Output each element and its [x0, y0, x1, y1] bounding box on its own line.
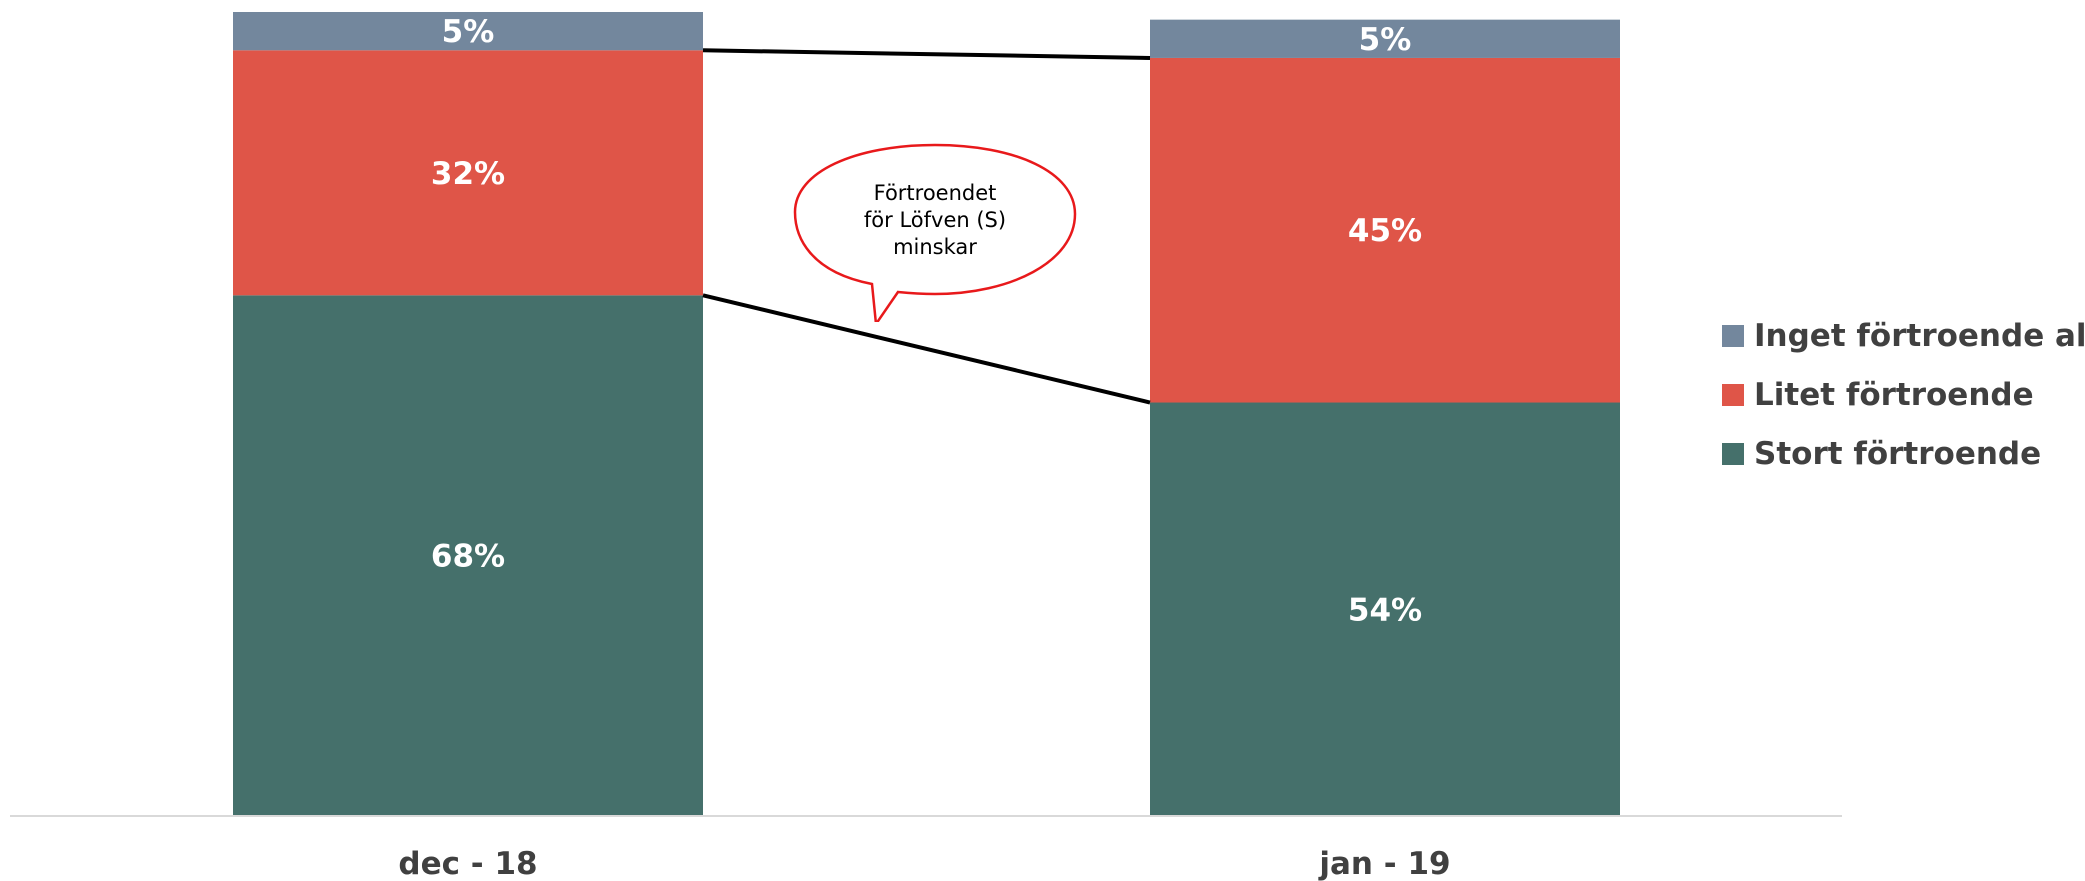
connector-line	[702, 48, 1151, 60]
bar-segment	[233, 50, 703, 296]
legend-label: Stort förtroende	[1754, 435, 2042, 472]
bar-segment	[233, 295, 703, 816]
data-label: 54%	[1348, 592, 1422, 628]
bar-segment	[1150, 57, 1620, 403]
category-label: dec - 18	[398, 846, 537, 881]
legend-label: Litet förtroende	[1754, 376, 2034, 413]
speech-bubble-shape	[793, 143, 1077, 322]
legend-swatch	[1722, 442, 1744, 465]
connector-lines	[702, 48, 1151, 405]
speech-bubble	[793, 143, 1077, 322]
data-label: 5%	[442, 14, 495, 50]
bar-segment	[1150, 19, 1620, 58]
data-label: 45%	[1348, 213, 1422, 249]
legend-swatch	[1722, 324, 1744, 347]
annotation-line-1: Förtroendet	[873, 181, 997, 205]
annotation-text: Förtroendet för Löfven (S) minskar	[790, 180, 1080, 261]
data-label: 68%	[431, 539, 505, 575]
legend-item-inget: Inget förtroende alls	[1722, 306, 2085, 365]
legend-item-litet: Litet förtroende	[1722, 365, 2085, 424]
bar-segment	[233, 12, 703, 51]
legend-label: Inget förtroende alls	[1754, 317, 2085, 354]
category-labels: dec - 18 jan - 19	[398, 846, 1450, 881]
segment-labels: 68% 32% 5% 54% 45% 5%	[431, 14, 1422, 628]
bars-layer	[233, 12, 1620, 816]
annotation-line-2: för Löfven (S)	[863, 208, 1007, 232]
category-label: jan - 19	[1317, 846, 1450, 881]
data-label: 32%	[431, 156, 505, 192]
bar-segment	[1150, 402, 1620, 816]
data-label: 5%	[1359, 22, 1412, 58]
legend: Inget förtroende alls Litet förtroende S…	[1722, 306, 2085, 483]
annotation-line-3: minskar	[893, 235, 977, 259]
connector-line	[702, 293, 1151, 405]
legend-swatch	[1722, 383, 1744, 406]
legend-item-stort: Stort förtroende	[1722, 424, 2085, 483]
